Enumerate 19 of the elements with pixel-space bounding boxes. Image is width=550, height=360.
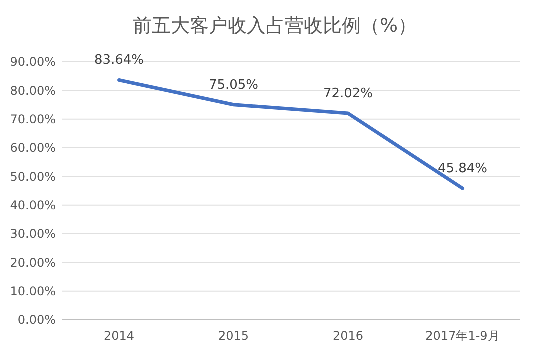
x-tick-label: 2016 xyxy=(332,329,364,343)
y-tick-label: 70.00% xyxy=(10,112,56,127)
y-tick-label: 30.00% xyxy=(10,227,56,242)
y-tick-label: 50.00% xyxy=(10,170,56,184)
y-tick-label: 40.00% xyxy=(10,198,56,213)
y-tick-label: 80.00% xyxy=(10,84,56,98)
x-tick-label: 2014 xyxy=(104,329,135,343)
y-tick-label: 90.00% xyxy=(10,55,56,70)
data-label: 72.02% xyxy=(323,86,374,102)
data-label: 75.05% xyxy=(208,78,259,93)
y-tick-label: 60.00% xyxy=(10,141,56,156)
y-tick-label: 10.00% xyxy=(10,284,56,299)
data-label: 45.84% xyxy=(438,162,488,177)
x-tick-label: 2017年1-9月 xyxy=(426,329,500,343)
y-tick-label: 20.00% xyxy=(10,256,56,270)
data-label: 83.64% xyxy=(94,53,144,68)
chart-title: 前五大客户收入占营收比例（%） xyxy=(132,15,418,37)
y-tick-label: 0.00% xyxy=(18,313,56,328)
x-tick-label: 2015 xyxy=(218,329,250,343)
